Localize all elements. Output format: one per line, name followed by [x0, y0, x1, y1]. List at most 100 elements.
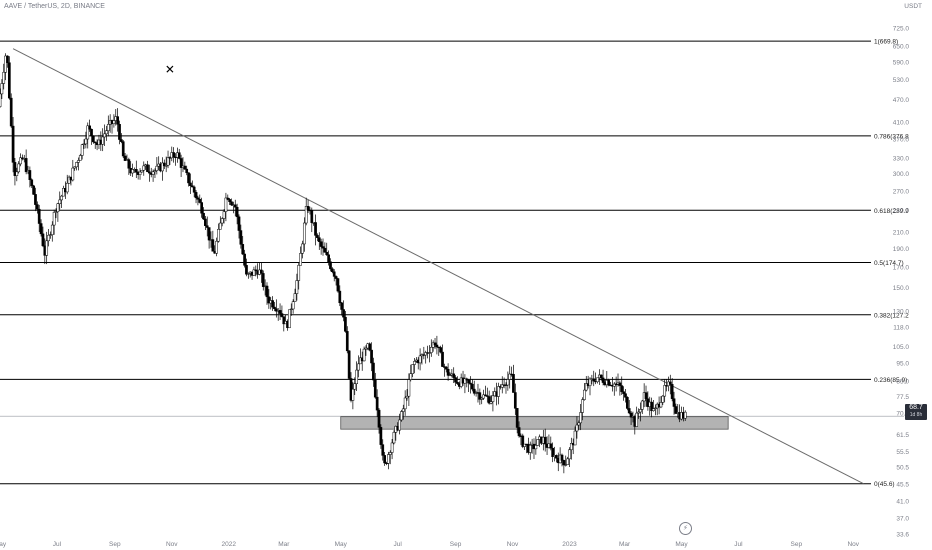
candle-up [295, 280, 299, 294]
candle-down [601, 377, 605, 383]
candle-down [325, 252, 329, 256]
candle-down [241, 244, 245, 255]
candle-up [4, 55, 7, 73]
candle-down [118, 124, 121, 140]
candle-down [134, 168, 138, 173]
candle-down [672, 398, 676, 407]
price-tick-label: 170.0 [893, 264, 910, 271]
candle-up [403, 397, 407, 410]
candle-up [112, 120, 116, 124]
candle-down [592, 378, 596, 382]
candle-down [13, 162, 17, 176]
price-tick-label: 210.0 [893, 230, 910, 237]
candle-down [317, 237, 321, 242]
candle-down [472, 388, 476, 394]
price-tick-label: 330.0 [893, 155, 910, 162]
candle-up [364, 347, 368, 350]
candle-up [224, 197, 228, 212]
candle-up [82, 143, 86, 145]
candle-up [161, 162, 164, 172]
candles [0, 53, 687, 474]
candle-down [39, 223, 43, 235]
candle-up [0, 93, 2, 107]
candle-up [564, 464, 568, 466]
candle-up [304, 206, 308, 224]
candle-up [400, 411, 403, 421]
candle-up [489, 401, 493, 404]
candle-up [411, 364, 414, 374]
candle-down [243, 253, 246, 266]
descending-trendline[interactable] [12, 48, 864, 485]
candle-up [637, 411, 640, 414]
candle-down [204, 218, 207, 226]
candle-down [202, 212, 205, 220]
candle-up [73, 166, 77, 169]
price-tick-label: 410.0 [893, 120, 910, 127]
price-tick-label: 33.6 [896, 532, 909, 539]
candle-down [515, 408, 519, 428]
candle-down [622, 391, 625, 394]
fibonacci-retracement[interactable]: 1(669.8) 0.786(376.8 0.618(239.9 0.5(174.7)… [0, 39, 909, 489]
candle-up [302, 222, 306, 245]
candle-down [30, 179, 34, 187]
candle-down [370, 349, 373, 364]
candle-down [11, 125, 15, 163]
candle-down [381, 444, 385, 456]
candle-down [187, 172, 190, 184]
price-tick-label: 190.0 [893, 246, 910, 253]
candle-down [543, 436, 547, 445]
price-tick-label: 270.0 [893, 188, 910, 195]
time-axis[interactable]: May Jul Sep Nov 2022 Mar May Jul Sep Nov 2023 Mar Ma… [0, 541, 860, 548]
candle-down [254, 269, 258, 272]
candle-up [448, 374, 452, 377]
lightning-icon[interactable]: ⚡ [679, 522, 692, 535]
candle-down [116, 116, 119, 125]
price-axis[interactable]: 725.0 650.0 590.0 530.0 470.0 410.0 370.0 330.0… [893, 26, 910, 539]
candle-up [0, 83, 4, 95]
candle-down [439, 347, 442, 353]
candle-up [639, 409, 642, 413]
candle-down [627, 408, 631, 414]
candle-down [121, 141, 125, 157]
price-tick-label: 77.5 [896, 394, 909, 401]
candle-up [566, 458, 569, 465]
quote-currency: USDT [904, 3, 922, 10]
candle-down [7, 62, 11, 99]
candle-down [9, 97, 13, 127]
candle-up [654, 407, 657, 410]
candle-down [316, 235, 319, 238]
candle-down [347, 350, 351, 379]
time-tick-label: Mar [619, 541, 631, 548]
candle-up [497, 386, 500, 397]
fib-level-label: 1(669.8) [874, 39, 898, 46]
candle-down [92, 135, 95, 143]
candle-down [37, 208, 41, 224]
candle-down [183, 165, 187, 170]
candle-up [138, 171, 142, 175]
candle-down [336, 278, 340, 292]
time-tick-label: Nov [507, 541, 519, 548]
time-tick-label: Jul [394, 541, 403, 548]
candle-up [424, 352, 428, 356]
candle-up [405, 395, 409, 399]
candle-down [280, 313, 284, 317]
candle-down [433, 342, 437, 346]
candle-down [607, 380, 611, 386]
candle-down [282, 316, 286, 325]
fib-level-label: 0(45.6) [874, 481, 895, 488]
candle-down [618, 382, 622, 386]
candle-up [683, 411, 687, 419]
fib-level-label: 0.236(85.9) [874, 377, 907, 384]
candle-up [398, 419, 401, 431]
candle-down [28, 170, 32, 180]
candle-up [652, 408, 655, 412]
candle-up [355, 369, 358, 384]
candle-up [392, 432, 396, 444]
candle-down [644, 392, 648, 399]
candle-up [62, 188, 65, 197]
last-price-label: 68.7 1d 8h [905, 404, 927, 420]
candle-up [293, 293, 297, 302]
candle-down [306, 206, 310, 211]
candle-down [338, 290, 342, 304]
